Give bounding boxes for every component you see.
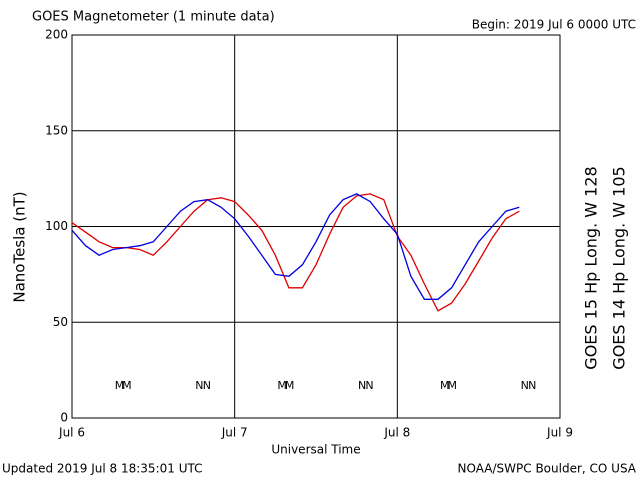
y-tick-label: 200 [45,28,68,42]
begin-label: Begin: 2019 Jul 6 0000 UTC [472,18,636,32]
noon-midnight-marker: N [528,379,536,392]
noon-midnight-marker: M [285,379,295,392]
noon-midnight-marker: N [358,379,366,392]
y-tick-label: 50 [53,315,68,329]
y-axis-label: NanoTesla (nT) [11,191,29,302]
x-tick-label: Jul 7 [221,426,248,440]
noon-midnight-marker: M [277,379,287,392]
noon-midnight-marker: N [365,379,373,392]
y-tick-label: 100 [45,219,68,233]
noon-midnight-marker: M [115,379,125,392]
updated-label: Updated 2019 Jul 8 18:35:01 UTC [2,462,202,476]
x-tick-label: Jul 6 [58,426,85,440]
noon-midnight-marker: M [447,379,457,392]
x-tick-label: Jul 9 [546,426,573,440]
data-line [71,193,520,300]
noon-midnight-marker: N [203,379,211,392]
x-tick-label: Jul 8 [383,426,410,440]
x-axis-label: Universal Time [271,443,360,457]
source-label: NOAA/SWPC Boulder, CO USA [458,462,637,476]
plot-frame [71,34,561,419]
data-line [71,193,520,312]
noon-midnight-marker: M [440,379,450,392]
y-tick-label: 150 [45,123,68,137]
noon-midnight-marker: N [195,379,203,392]
y-tick-label: 0 [60,411,68,425]
chart-title: GOES Magnetometer (1 minute data) [32,10,275,25]
noon-midnight-marker: N [521,379,529,392]
noon-midnight-marker: M [122,379,132,392]
legend-entry: GOES 14 Hp Long. W 105 [610,166,629,369]
legend-entry: GOES 15 Hp Long. W 128 [582,166,601,369]
